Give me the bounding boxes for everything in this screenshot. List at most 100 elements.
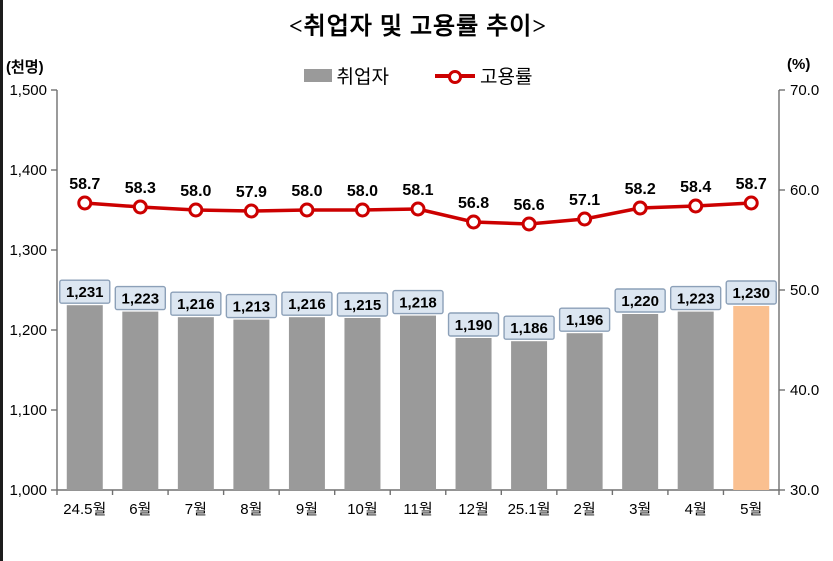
rate-marker [410,201,426,217]
x-axis-category-label: 25.1월 [508,501,551,518]
rate-value-label: 58.0 [347,183,378,200]
bar [233,319,270,490]
bar-value-label-box [669,285,722,311]
right-axis-tick-label: 60.0 [790,182,819,199]
right-axis-tick-label: 40.0 [790,382,819,399]
x-axis-category-label: 10월 [347,501,378,518]
bar [177,317,214,490]
bar-value-label: 1,231 [66,284,104,301]
bar-value-label-box [503,315,555,340]
bar-value-label-box [170,291,222,316]
rate-line-marker-icon [435,69,475,84]
bar-value-label-box [725,280,777,305]
bar [566,333,603,490]
x-axis-category-label: 4월 [685,501,707,518]
rate-value-label: 58.4 [680,179,711,196]
left-axis-tick-label: 1,000 [9,482,47,499]
bar [400,315,436,490]
bar [66,305,103,490]
bar [622,314,659,490]
right-axis-unit-label: (%) [787,56,811,73]
rate-value-label: 58.0 [180,183,211,200]
rate-marker [299,202,315,218]
rate-value-label: 58.1 [402,182,433,199]
bar-value-label-box [336,292,389,317]
rate-legend-label: 고용률 [480,67,533,88]
legend-item-employed: 취업자 [303,62,389,89]
bar [733,306,770,490]
rate-marker [466,214,482,230]
bar [511,341,548,490]
bar-value-label: 1,220 [621,293,659,310]
rate-value-label: 58.7 [736,176,767,193]
rate-value-label: 57.1 [569,192,600,209]
rate-value-label: 58.7 [69,176,100,193]
employed-bar-swatch-icon [303,69,332,82]
right-axis-tick-label: 30.0 [790,482,819,499]
rate-marker [632,200,648,216]
left-border-line [0,0,3,561]
bar-value-label: 1,213 [233,299,271,316]
rate-value-label: 58.2 [625,181,656,198]
bar-value-label: 1,215 [344,297,382,314]
x-axis-category-label: 2월 [574,501,596,518]
rate-marker [577,211,593,227]
bar-value-label-box [447,312,500,337]
bar [288,317,325,490]
rate-value-label: 56.6 [514,197,545,214]
left-axis-tick-label: 1,500 [9,82,47,99]
bar-value-label: 1,230 [732,285,770,302]
rate-marker [743,195,759,211]
x-axis-category-label: 11월 [403,501,432,518]
rate-marker [132,199,148,215]
left-axis-tick-label: 1,200 [9,322,47,339]
left-axis-unit-label: (천명) [6,59,44,76]
bar [122,311,159,490]
bar-value-label-box [281,291,333,316]
legend: 취업자 고용률 [57,62,779,89]
bar-value-label: 1,190 [455,317,493,334]
x-axis-category-label: 24.5월 [63,501,106,518]
rate-marker [688,198,704,214]
x-axis-category-label: 9월 [296,501,318,518]
bar-value-label: 1,186 [510,320,548,337]
employed-legend-label: 취업자 [336,67,389,88]
rate-marker [188,202,204,218]
bar [344,318,381,490]
bar [677,311,714,490]
bar-value-label: 1,216 [177,296,215,313]
left-axis-tick-label: 1,300 [9,242,47,259]
bar-value-label-box [558,307,611,332]
rate-value-label: 58.3 [125,180,156,197]
rate-marker [243,203,259,219]
x-axis-category-label: 7월 [185,501,207,518]
left-axis-tick-label: 1,100 [9,402,47,419]
bar-value-label-box [614,288,666,313]
right-axis-tick-label: 70.0 [790,82,819,99]
bar-value-label: 1,196 [566,312,604,329]
bar-value-label: 1,216 [288,296,326,313]
rate-circle-icon [448,69,462,84]
rate-marker [354,202,370,218]
bar-value-label: 1,223 [122,291,160,308]
bar-value-label-box [59,279,111,304]
rate-value-label: 56.8 [458,195,489,212]
left-axis-tick-label: 1,400 [9,162,47,179]
bar-value-label: 1,218 [399,295,437,312]
x-axis-category-label: 8월 [240,501,262,518]
rate-marker [77,195,93,211]
x-axis-category-label: 12월 [458,501,489,518]
legend-item-rate: 고용률 [435,62,532,89]
bar [455,338,492,490]
rate-value-label: 58.0 [291,183,322,200]
chart-title: <취업자 및 고용률 추이> [288,14,548,40]
bar-value-label-box [114,285,167,311]
bar-value-label: 1,223 [677,291,715,308]
x-axis-category-label: 3월 [629,501,651,518]
right-axis-tick-label: 50.0 [790,282,819,299]
rate-value-label: 57.9 [236,184,267,201]
x-axis-category-label: 5월 [740,501,762,518]
bar-value-label-box [392,289,444,315]
